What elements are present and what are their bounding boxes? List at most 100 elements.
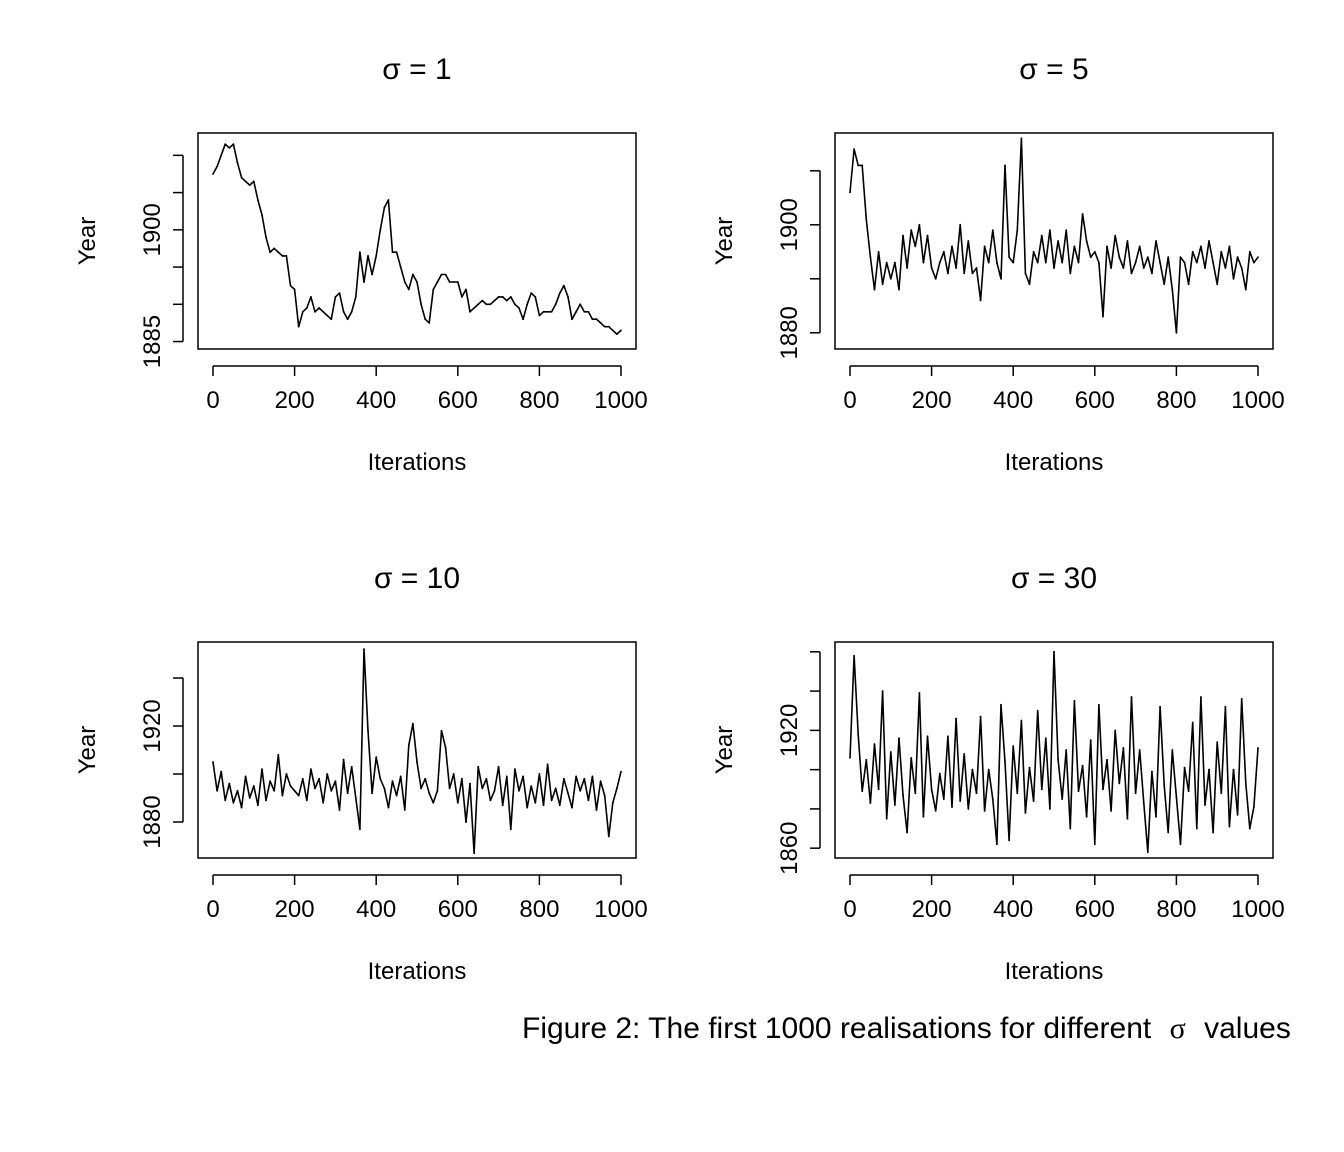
data-point — [416, 761, 418, 763]
y-tick-label: 1860 — [776, 821, 803, 874]
data-point — [1008, 256, 1011, 259]
data-point — [265, 799, 267, 802]
data-point — [1077, 790, 1080, 793]
data-point — [1024, 272, 1027, 275]
data-point — [338, 809, 341, 811]
data-point — [367, 254, 369, 257]
data-point — [963, 753, 966, 755]
data-point — [979, 715, 982, 718]
x-tick-label: 0 — [843, 387, 856, 414]
data-point — [546, 310, 549, 313]
data-point — [407, 288, 410, 291]
data-point — [1191, 721, 1194, 724]
caption-prefix: Figure 2: The first 1000 realisations fo… — [522, 1012, 1152, 1045]
data-point — [420, 787, 422, 790]
data-point — [1085, 240, 1088, 242]
data-point — [436, 281, 439, 283]
data-point — [444, 273, 447, 276]
data-point — [509, 828, 512, 831]
data-point — [934, 277, 937, 280]
data-point — [375, 756, 378, 759]
data-point — [403, 281, 406, 283]
data-point — [428, 322, 431, 324]
data-point — [1122, 267, 1125, 269]
data-point — [1220, 250, 1223, 253]
data-point — [330, 789, 333, 792]
data-point — [995, 261, 998, 264]
data-point — [473, 307, 476, 309]
data-point — [971, 272, 974, 275]
data-point — [1142, 267, 1145, 269]
data-point — [869, 802, 872, 804]
panel-sigma-10: σ = 10 0 200 400 600 800 1000 Iterations 1880 192… — [74, 562, 648, 985]
data-point — [1167, 256, 1170, 259]
data-point — [261, 768, 263, 771]
data-point — [1102, 315, 1104, 318]
data-point — [501, 295, 504, 298]
data-point — [963, 272, 966, 275]
data-point — [579, 303, 582, 306]
data-point — [942, 250, 945, 253]
data-point — [1224, 705, 1227, 708]
data-point — [861, 790, 864, 793]
data-point — [587, 799, 590, 802]
data-point — [342, 310, 345, 313]
data-point — [252, 785, 255, 787]
data-point — [477, 303, 480, 306]
data-point — [1114, 234, 1117, 237]
data-point — [1248, 827, 1251, 830]
x-axis-label: Iterations — [368, 449, 467, 476]
data-point — [322, 310, 325, 313]
data-point — [326, 773, 329, 775]
data-point — [983, 245, 986, 248]
data-point — [1081, 213, 1084, 215]
data-point — [501, 804, 504, 807]
data-point — [987, 768, 990, 771]
x-tick-label: 1000 — [1231, 896, 1284, 923]
data-point — [1138, 749, 1141, 751]
data-point — [558, 804, 561, 807]
data-point — [1012, 261, 1015, 264]
data-point — [281, 794, 284, 797]
data-point — [1020, 719, 1023, 722]
data-point — [220, 154, 223, 157]
data-point — [452, 773, 455, 775]
data-point — [1208, 240, 1210, 242]
data-point — [1118, 256, 1121, 259]
data-point — [432, 288, 435, 291]
data-point — [857, 164, 860, 167]
data-point — [448, 281, 451, 283]
data-point — [224, 143, 227, 146]
x-tick-label: 600 — [1075, 896, 1115, 923]
data-point — [1032, 800, 1035, 802]
data-point — [265, 236, 267, 239]
data-point — [412, 722, 414, 725]
data-point — [322, 801, 325, 804]
data-point — [987, 261, 990, 264]
y-tick-label: 1920 — [139, 699, 166, 752]
data-point — [1016, 792, 1019, 795]
data-point — [869, 256, 872, 259]
data-point — [493, 299, 496, 302]
data-point — [505, 299, 508, 302]
data-point — [1036, 261, 1039, 264]
data-point — [448, 787, 451, 790]
data-point — [371, 792, 374, 795]
data-point — [440, 729, 443, 732]
data-point — [399, 775, 402, 778]
data-point — [1163, 283, 1166, 286]
data-point — [995, 843, 998, 846]
data-point — [440, 273, 443, 276]
data-point — [530, 292, 533, 295]
y-axis-label: Year — [74, 726, 101, 775]
data-point — [224, 799, 227, 802]
data-point — [893, 804, 896, 806]
data-point — [1118, 782, 1121, 785]
data-point — [358, 828, 361, 831]
data-point — [432, 801, 435, 804]
data-point — [898, 288, 900, 291]
data-point — [383, 787, 386, 790]
data-point — [248, 184, 251, 187]
data-point — [595, 809, 598, 811]
data-point — [1073, 245, 1076, 248]
